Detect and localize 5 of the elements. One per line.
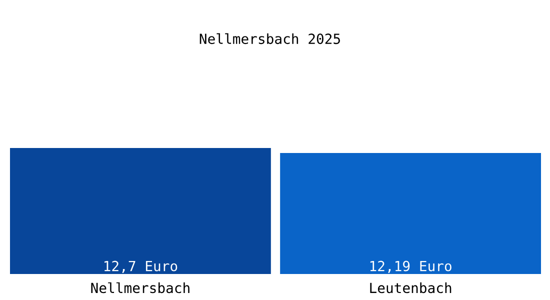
data-label: 12,19 Euro <box>370 260 452 274</box>
data-label: 12,7 Euro <box>104 260 178 274</box>
x-tick-label: Leutenbach <box>370 282 452 294</box>
x-tick-label: Nellmersbach <box>91 282 190 294</box>
chart-title: Nellmersbach 2025 <box>200 33 340 44</box>
